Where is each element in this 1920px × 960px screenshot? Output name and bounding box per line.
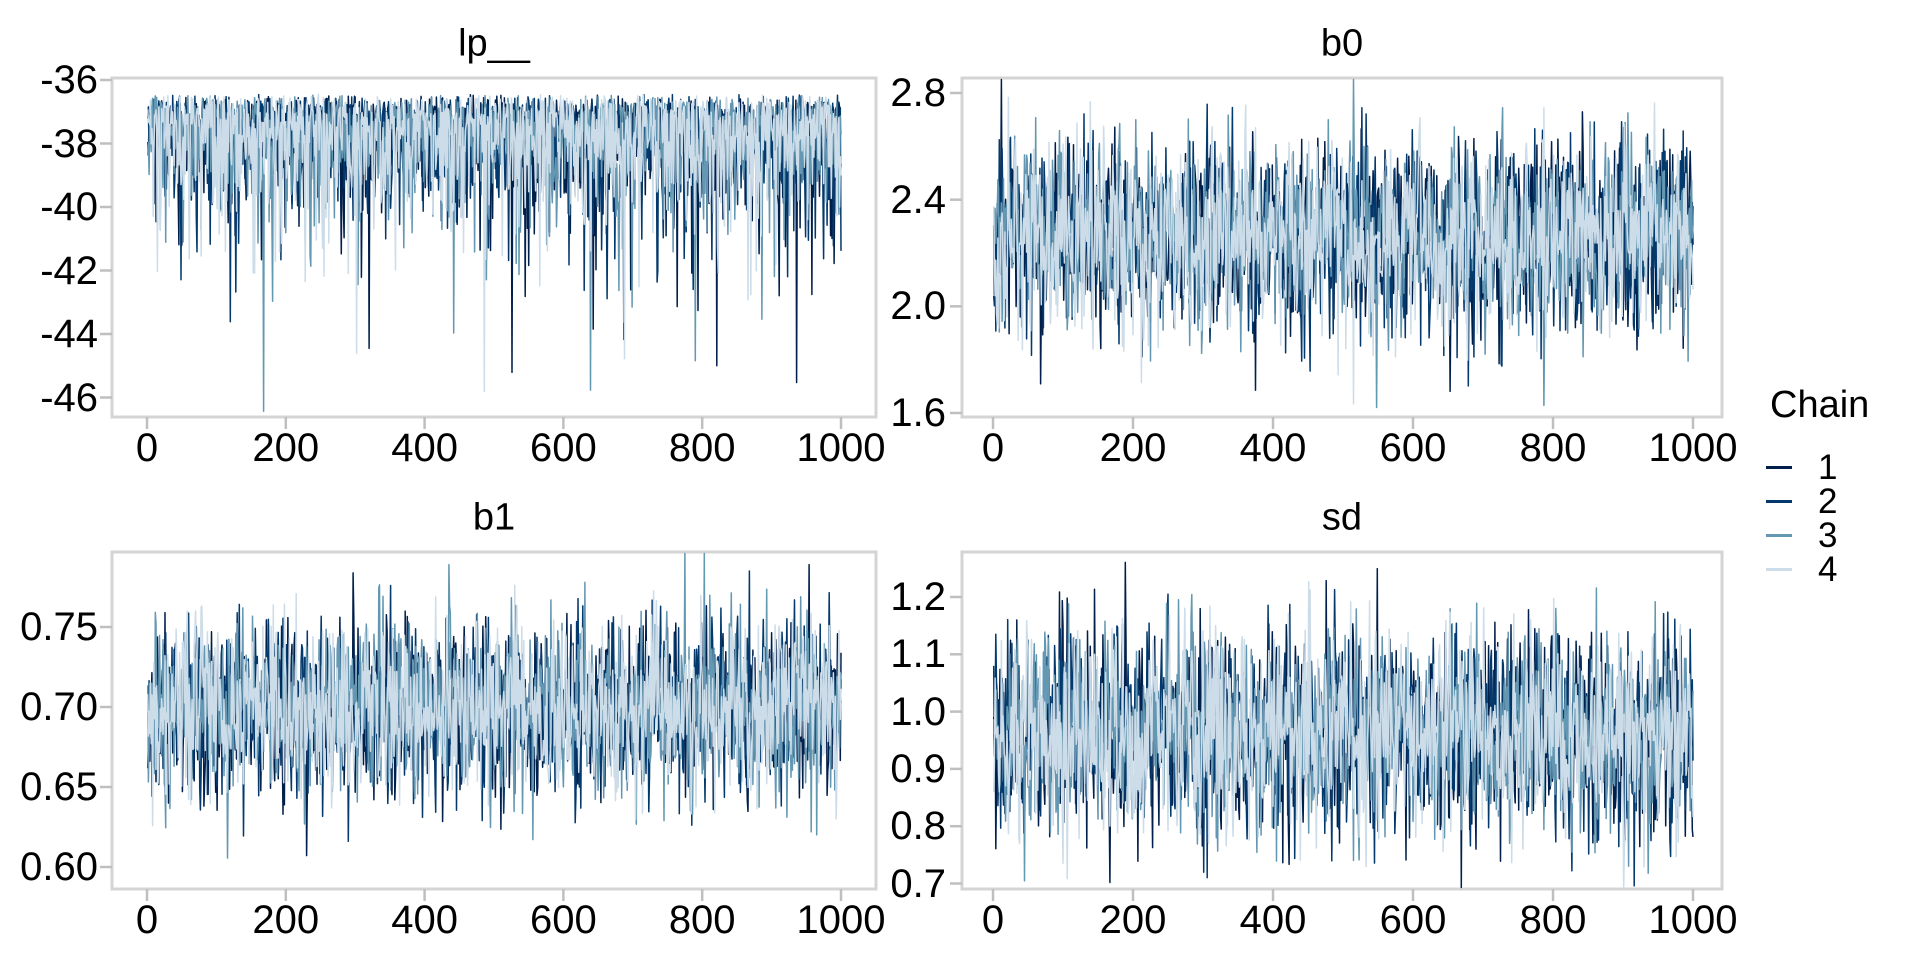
facet-title-b1: b1	[472, 496, 516, 539]
y-tick-label: 2.8	[890, 71, 946, 115]
traces-lp__	[146, 93, 842, 412]
trace-line-b0-chain-4	[992, 96, 1694, 405]
legend-label-chain-3: 3	[1818, 515, 1838, 555]
x-tick-label: 600	[1379, 898, 1447, 942]
y-tick-label: -42	[40, 248, 98, 293]
x-tick-label: 400	[1239, 426, 1307, 470]
x-tick-label: 1000	[1648, 898, 1738, 942]
x-tick-label: 200	[1099, 426, 1167, 470]
axis-ticks-b1	[100, 625, 843, 901]
x-tick-label: 800	[668, 898, 736, 942]
trace-line-b1-chain-4	[146, 584, 842, 827]
x-tick-label: 400	[1239, 898, 1307, 942]
panel-border-b0	[960, 76, 1724, 419]
facet-title-sd: sd	[1321, 496, 1363, 539]
legend-key-line-chain-1	[1766, 465, 1792, 469]
x-tick-label: 1000	[796, 898, 886, 942]
axis-ticks-lp__	[100, 78, 843, 429]
legend-label-chain-1: 1	[1818, 447, 1838, 487]
panel-border-b1	[110, 550, 878, 891]
traces-b0	[992, 78, 1694, 409]
trace-line-sd-chain-4	[992, 580, 1694, 888]
x-tick-label: 600	[530, 426, 597, 470]
x-tick-label: 200	[252, 898, 320, 942]
y-tick-label: 0.70	[20, 685, 98, 729]
x-tick-label: 0	[135, 898, 159, 942]
legend-label-chain-2: 2	[1818, 481, 1838, 521]
x-tick-label: 400	[391, 426, 458, 470]
y-tick-label: -38	[40, 121, 98, 166]
panel-border-lp__	[110, 76, 878, 419]
x-tick-label: 800	[668, 426, 736, 470]
y-tick-label: 1.1	[890, 632, 946, 677]
x-tick-label: 1000	[1648, 426, 1738, 470]
legend-item-chain-1: 1	[1756, 447, 1869, 487]
x-tick-label: 200	[252, 426, 320, 470]
y-tick-label: -46	[40, 375, 98, 420]
x-tick-label: 0	[981, 426, 1005, 470]
legend-item-chain-3: 3	[1756, 515, 1869, 555]
x-tick-label: 800	[1519, 426, 1587, 470]
x-tick-label: 200	[1099, 898, 1167, 942]
traces-b1	[146, 552, 842, 859]
y-tick-label: -40	[40, 185, 98, 229]
trace-line-b0-chain-3	[992, 78, 1694, 409]
y-tick-label: 0.9	[890, 746, 946, 791]
axis-ticks-sd	[950, 595, 1695, 901]
legend-key-line-chain-2	[1766, 499, 1792, 503]
x-tick-label: 0	[981, 898, 1005, 942]
legend-item-chain-4: 4	[1756, 549, 1869, 589]
legend-key-line-chain-3	[1766, 533, 1792, 537]
legend-item-chain-2: 2	[1756, 481, 1869, 521]
traces-sd	[992, 561, 1694, 889]
y-tick-label: 0.7	[890, 861, 946, 906]
facet-title-b0: b0	[1320, 22, 1364, 65]
y-tick-label: 0.8	[890, 804, 946, 849]
x-tick-label: 800	[1519, 898, 1587, 942]
legend-label-chain-4: 4	[1818, 549, 1838, 589]
x-tick-label: 1000	[796, 426, 886, 470]
y-tick-label: 2.0	[890, 284, 946, 329]
trace-line-lp__-chain-4	[146, 93, 842, 393]
y-tick-label: -36	[40, 58, 98, 102]
y-tick-label: 1.2	[890, 575, 946, 619]
y-tick-label: 0.75	[20, 605, 98, 649]
y-tick-label: -44	[40, 312, 98, 356]
facet-title-lp: lp__	[458, 22, 530, 65]
y-tick-label: 0.60	[20, 845, 98, 889]
legend-rows: 1 2 3 4	[1756, 447, 1869, 589]
y-tick-label: 1.0	[890, 689, 946, 734]
legend-title: Chain	[1770, 384, 1870, 426]
chain-legend: Chain 1 2 3 4	[1756, 384, 1870, 589]
y-tick-label: 0.65	[20, 765, 98, 809]
legend-key-line-chain-4	[1766, 567, 1792, 571]
panel-border-sd	[960, 550, 1724, 891]
x-tick-label: 0	[135, 426, 159, 470]
y-tick-label: 2.4	[890, 177, 946, 222]
x-tick-label: 400	[391, 898, 458, 942]
x-tick-label: 600	[530, 898, 597, 942]
y-tick-label: 1.6	[890, 391, 946, 435]
x-tick-label: 600	[1379, 426, 1447, 470]
axis-ticks-b0	[950, 91, 1695, 429]
